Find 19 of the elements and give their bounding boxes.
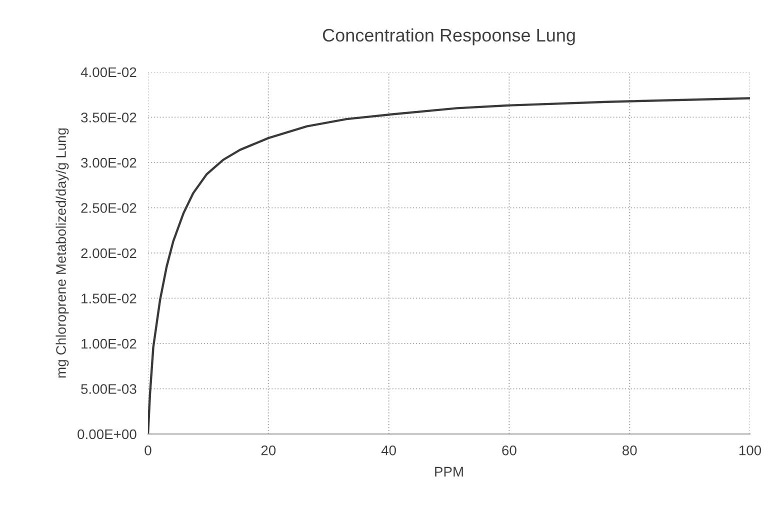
line-series bbox=[148, 97, 750, 434]
y-tick-label: 5.00E-03 bbox=[81, 384, 136, 394]
y-tick-label: 3.50E-02 bbox=[81, 112, 136, 122]
y-tick-label: 2.50E-02 bbox=[81, 203, 136, 213]
x-tick-label: 0 bbox=[144, 445, 152, 456]
y-tick-label: 3.00E-02 bbox=[81, 158, 136, 168]
y-tick-label: 1.50E-02 bbox=[82, 294, 136, 304]
chart-title: Concentration Respoonse Lung bbox=[322, 28, 575, 46]
x-tick-label: 40 bbox=[381, 445, 396, 456]
y-axis-title: mg Chloroprene Metabolized/day/g Lung bbox=[56, 128, 69, 378]
x-tick-label: 20 bbox=[261, 445, 276, 456]
x-tick-label: 100 bbox=[739, 445, 762, 456]
x-axis-title: PPM bbox=[435, 466, 463, 476]
y-tick-label: 0.00E+00 bbox=[78, 429, 136, 440]
x-tick-label: 60 bbox=[502, 445, 516, 456]
y-tick-label: 4.00E-02 bbox=[80, 67, 136, 78]
y-tick-label: 2.00E-02 bbox=[81, 248, 136, 258]
y-tick-label: 1.00E-02 bbox=[82, 338, 136, 349]
x-tick-label: 80 bbox=[622, 445, 637, 456]
